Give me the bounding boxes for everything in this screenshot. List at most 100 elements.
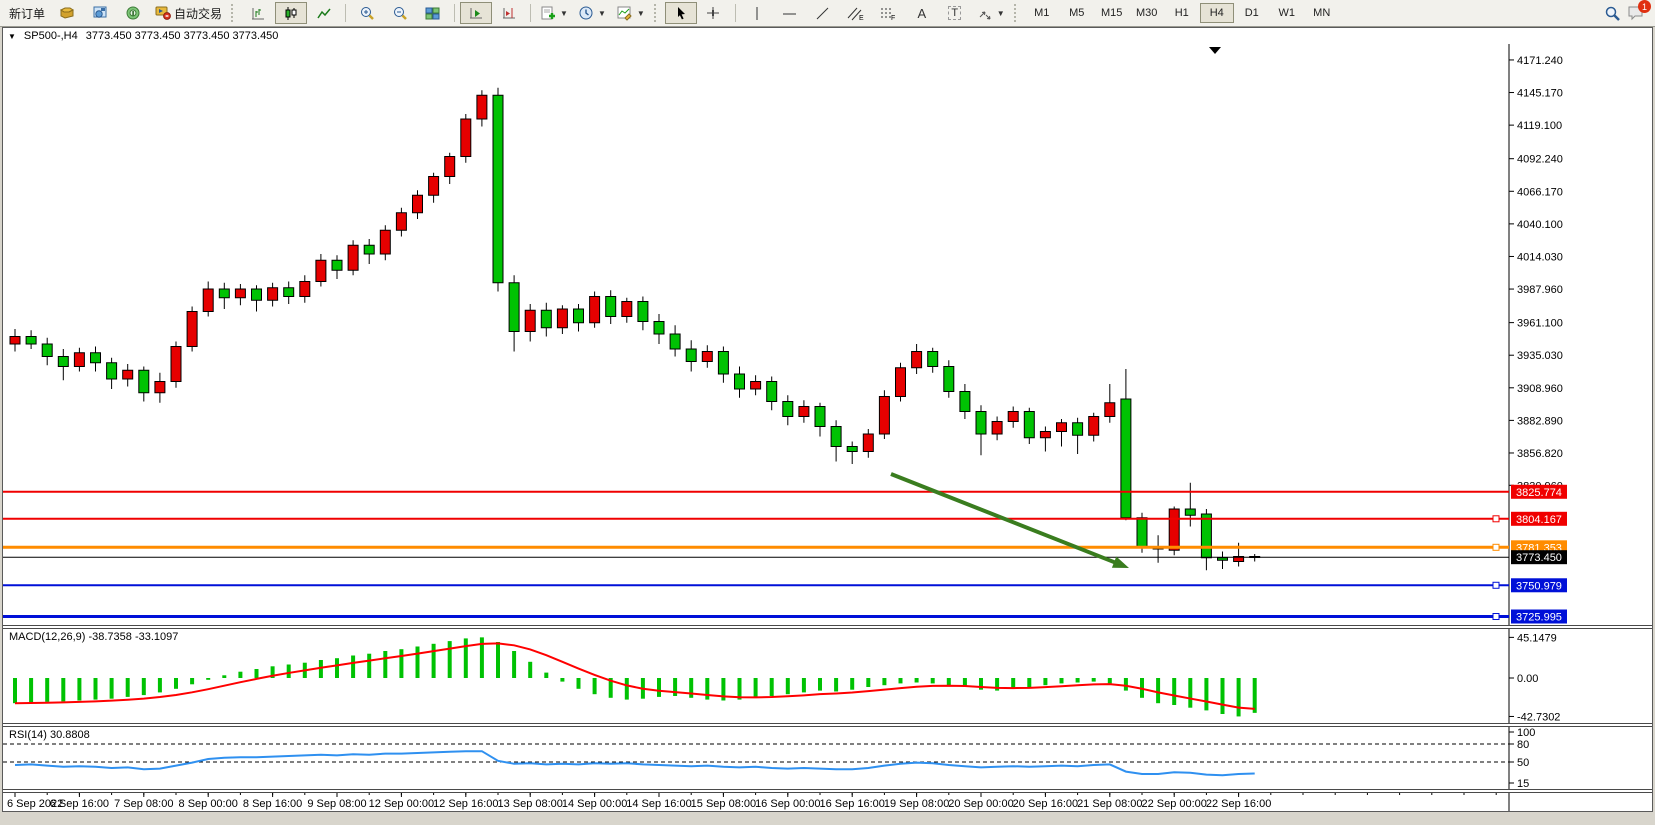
cursor-icon [674, 6, 688, 21]
svg-text:100: 100 [1517, 727, 1535, 739]
pane-separator[interactable] [3, 723, 1652, 727]
profiles-icon [59, 6, 75, 20]
svg-text:12 Sep 00:00: 12 Sep 00:00 [369, 798, 434, 810]
vertical-line-tool-button[interactable] [741, 2, 773, 24]
svg-text:F: F [891, 15, 895, 21]
main-chart-pane: 4171.240 4145.170 4119.100 4092.240 4066.170… [3, 44, 1652, 625]
svg-text:0.00: 0.00 [1517, 673, 1538, 685]
dropdown-caret-icon: ▼ [560, 8, 568, 18]
line-chart-button[interactable] [308, 2, 340, 24]
crosshair-icon [706, 6, 721, 21]
notifications-button[interactable]: 1 [1627, 0, 1651, 21]
svg-text:20 Sep 00:00: 20 Sep 00:00 [948, 798, 1013, 810]
svg-text:22 Sep 16:00: 22 Sep 16:00 [1206, 798, 1271, 810]
tile-windows-button[interactable] [417, 2, 449, 24]
svg-text:E: E [859, 15, 864, 21]
toolbar-grip [231, 4, 236, 22]
trendline-icon [815, 6, 830, 21]
chart-title-bar[interactable]: ▼ SP500-,H4 3773.450 3773.450 3773.450 3… [3, 28, 1652, 44]
text-tool-button[interactable]: A [906, 2, 938, 24]
svg-text:20 Sep 16:00: 20 Sep 16:00 [1013, 798, 1078, 810]
dropdown-caret-icon: ▼ [996, 8, 1005, 18]
trendline-tool-button[interactable] [807, 2, 839, 24]
svg-text:-42.7302: -42.7302 [1517, 711, 1560, 723]
svg-text:16 Sep 16:00: 16 Sep 16:00 [819, 798, 884, 810]
arrows-tool-button[interactable]: ▼ [972, 2, 1010, 24]
market-watch-icon [93, 6, 108, 20]
timeframe-button-H1[interactable]: H1 [1174, 7, 1189, 19]
svg-text:3882.890: 3882.890 [1517, 415, 1563, 427]
svg-text:3987.960: 3987.960 [1517, 284, 1563, 296]
time-axis[interactable]: 6 Sep 2022 6 Sep 16:00 7 Sep 08:00 8 Sep 00… [3, 793, 1652, 811]
collapse-icon[interactable]: ▼ [8, 31, 16, 41]
tile-windows-icon [425, 6, 441, 21]
candlestick-chart-button[interactable] [275, 2, 308, 24]
chart-shift-button[interactable] [493, 2, 525, 24]
zoom-out-button[interactable] [384, 2, 416, 24]
timeframe-button-M15[interactable]: M15 [1101, 7, 1123, 19]
search-icon[interactable] [1604, 5, 1621, 22]
arrows-icon [977, 6, 993, 21]
text-label-icon: T [948, 6, 962, 20]
chart-symbol-period: SP500-,H4 [23, 30, 78, 42]
svg-text:8 Sep 16:00: 8 Sep 16:00 [243, 798, 302, 810]
periods-button[interactable]: ▼ [574, 2, 611, 24]
timeframe-button-H4[interactable]: H4 [1199, 3, 1234, 23]
toolbar-separator [345, 4, 347, 22]
indicators-button[interactable]: ▼ [536, 2, 573, 24]
svg-text:50: 50 [1517, 757, 1529, 769]
zoom-in-icon [359, 5, 375, 21]
chart-profiles-button[interactable] [51, 2, 83, 24]
horizontal-line-tool-button[interactable] [774, 2, 806, 24]
zoom-in-button[interactable] [351, 2, 383, 24]
svg-text:22 Sep 00:00: 22 Sep 00:00 [1141, 798, 1206, 810]
clock-icon [579, 6, 594, 21]
equidistant-channel-tool-button[interactable]: E [840, 2, 872, 24]
text-label-tool-button[interactable]: T [939, 2, 971, 24]
toolbar-grip [1013, 4, 1019, 22]
macd-chart[interactable]: 45.1479 0.00 -42.7302 [3, 629, 1652, 723]
pane-separator[interactable] [3, 625, 1652, 629]
timeframe-button-MN[interactable]: MN [1313, 7, 1331, 19]
fibonacci-tool-button[interactable]: F [873, 2, 905, 24]
timeframe-button-W1[interactable]: W1 [1278, 7, 1295, 19]
auto-scroll-icon [468, 6, 484, 21]
navigator-button[interactable] [117, 2, 149, 24]
svg-text:3725.995: 3725.995 [1516, 612, 1562, 624]
svg-text:4145.170: 4145.170 [1517, 88, 1563, 100]
svg-text:4040.100: 4040.100 [1517, 219, 1563, 231]
svg-text:21 Sep 08:00: 21 Sep 08:00 [1077, 798, 1142, 810]
main-toolbar: 新订单 自动交易 [0, 0, 1655, 27]
new-order-button[interactable]: 新订单 [4, 2, 50, 24]
svg-text:7 Sep 08:00: 7 Sep 08:00 [114, 798, 173, 810]
notification-badge: 1 [1638, 0, 1651, 13]
cursor-tool-button[interactable] [664, 2, 697, 24]
svg-text:4066.170: 4066.170 [1517, 186, 1563, 198]
chart-quotes: 3773.450 3773.450 3773.450 3773.450 [85, 30, 279, 42]
toolbar-separator [734, 4, 736, 22]
svg-text:6 Sep 2022: 6 Sep 2022 [7, 798, 63, 810]
market-watch-button[interactable] [84, 2, 116, 24]
timeframe-button-D1[interactable]: D1 [1244, 7, 1259, 19]
crosshair-tool-button[interactable] [698, 2, 730, 24]
channel-icon: E [847, 6, 864, 21]
autotrading-button[interactable]: 自动交易 [150, 2, 227, 24]
rsi-pane: RSI(14) 30.8808 100 80 50 15 [3, 727, 1652, 789]
bar-chart-button[interactable] [242, 2, 274, 24]
pane-separator[interactable] [3, 789, 1652, 793]
svg-text:80: 80 [1517, 739, 1529, 751]
vertical-line-icon [751, 6, 763, 21]
price-chart[interactable]: 4171.240 4145.170 4119.100 4092.240 4066.170… [3, 44, 1652, 625]
templates-button[interactable]: ▼ [612, 2, 650, 24]
timeframe-button-M1[interactable]: M1 [1034, 7, 1050, 19]
timeframe-button-M30[interactable]: M30 [1136, 7, 1158, 19]
timeframe-button-M5[interactable]: M5 [1069, 7, 1085, 19]
auto-scroll-button[interactable] [460, 2, 493, 24]
text-icon: A [917, 5, 927, 21]
navigator-icon [126, 6, 141, 20]
svg-text:6 Sep 16:00: 6 Sep 16:00 [50, 798, 109, 810]
svg-text:15 Sep 08:00: 15 Sep 08:00 [691, 798, 756, 810]
dropdown-caret-icon: ▼ [597, 8, 606, 18]
